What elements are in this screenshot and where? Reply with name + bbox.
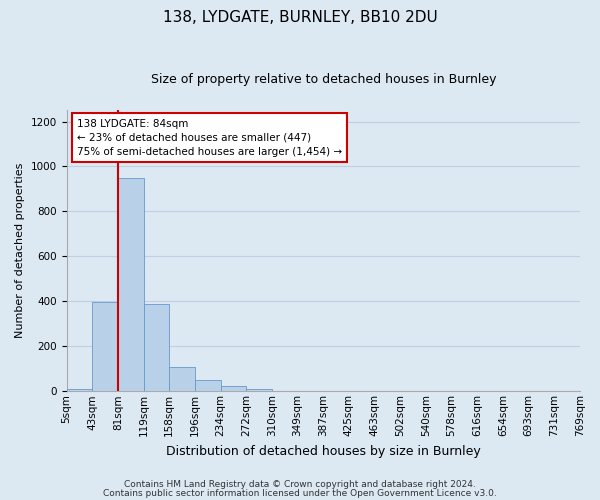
X-axis label: Distribution of detached houses by size in Burnley: Distribution of detached houses by size … xyxy=(166,444,481,458)
Bar xyxy=(221,386,246,392)
Title: Size of property relative to detached houses in Burnley: Size of property relative to detached ho… xyxy=(151,72,496,86)
Text: 138 LYDGATE: 84sqm
← 23% of detached houses are smaller (447)
75% of semi-detach: 138 LYDGATE: 84sqm ← 23% of detached hou… xyxy=(77,118,342,156)
Text: 138, LYDGATE, BURNLEY, BB10 2DU: 138, LYDGATE, BURNLEY, BB10 2DU xyxy=(163,10,437,25)
Bar xyxy=(92,302,118,392)
Bar xyxy=(195,380,221,392)
Bar xyxy=(246,390,272,392)
Bar xyxy=(169,367,195,392)
Bar xyxy=(118,178,143,392)
Y-axis label: Number of detached properties: Number of detached properties xyxy=(15,163,25,338)
Text: Contains public sector information licensed under the Open Government Licence v3: Contains public sector information licen… xyxy=(103,488,497,498)
Bar xyxy=(143,304,169,392)
Bar xyxy=(67,389,92,392)
Text: Contains HM Land Registry data © Crown copyright and database right 2024.: Contains HM Land Registry data © Crown c… xyxy=(124,480,476,489)
